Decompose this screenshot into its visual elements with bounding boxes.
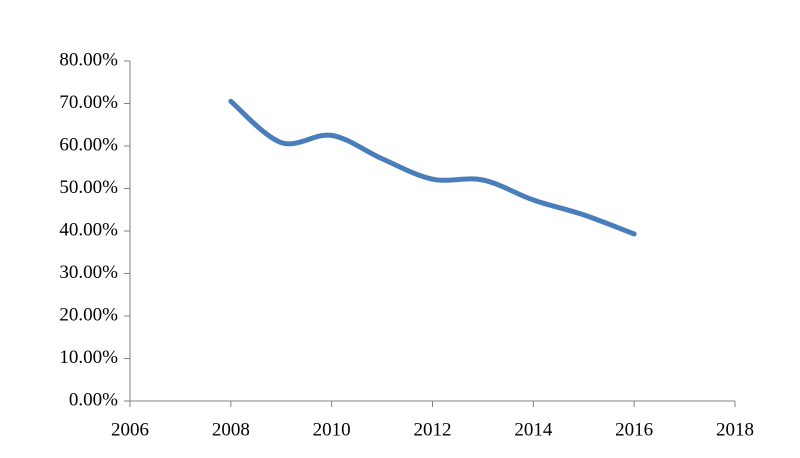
y-tick-label: 50.00% — [59, 177, 118, 198]
y-tick-label: 60.00% — [59, 134, 118, 155]
x-tick-label: 2016 — [615, 419, 653, 440]
y-tick-label: 40.00% — [59, 219, 118, 240]
y-tick-label: 0.00% — [69, 389, 118, 410]
x-tick-label: 2018 — [716, 419, 754, 440]
x-tick-label: 2012 — [414, 419, 452, 440]
x-tick-label: 2014 — [514, 419, 553, 440]
line-series — [228, 98, 637, 237]
x-tick-label: 2010 — [313, 419, 351, 440]
x-tick-label: 2006 — [111, 419, 149, 440]
y-tick-label: 10.00% — [59, 347, 118, 368]
y-tick-label: 20.00% — [59, 304, 118, 325]
y-tick-label: 80.00% — [59, 49, 118, 70]
y-tick-label: 70.00% — [59, 92, 118, 113]
x-tick-label: 2008 — [212, 419, 250, 440]
y-tick-label: 30.00% — [59, 262, 118, 283]
